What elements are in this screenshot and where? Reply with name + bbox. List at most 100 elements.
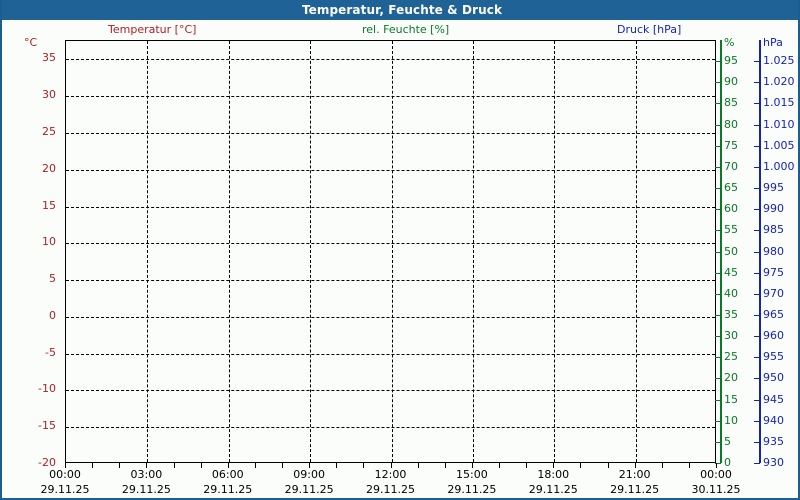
time-axis-date-label: 29.11.25 bbox=[203, 483, 253, 496]
time-axis-tick bbox=[336, 463, 338, 468]
humidity-axis-tick bbox=[715, 209, 721, 211]
time-axis-tick bbox=[661, 463, 663, 468]
time-axis-time-label: 12:00 bbox=[374, 468, 407, 481]
pressure-axis-tick-label: 970 bbox=[763, 286, 784, 300]
pressure-axis-line bbox=[759, 40, 761, 463]
gridline-vertical bbox=[147, 41, 149, 462]
gridline-vertical bbox=[554, 41, 556, 462]
time-axis-tick bbox=[390, 463, 392, 468]
humidity-axis-tick-label: 95 bbox=[724, 54, 738, 68]
pressure-axis-tick bbox=[754, 314, 760, 316]
time-axis-time-label: 00:00 bbox=[49, 468, 81, 481]
humidity-axis-tick bbox=[715, 103, 721, 105]
time-axis-tick bbox=[580, 463, 582, 468]
humidity-axis-tick bbox=[715, 420, 721, 422]
time-axis-tick bbox=[499, 463, 500, 468]
gridline-vertical bbox=[310, 41, 312, 462]
gridline-horizontal bbox=[66, 390, 715, 392]
pressure-axis-tick bbox=[754, 441, 760, 443]
time-axis-time-label: 21:00 bbox=[618, 468, 651, 481]
humidity-axis-tick-label: 40 bbox=[724, 286, 738, 300]
humidity-axis-tick bbox=[715, 357, 721, 359]
legend-item-temperature: Temperatur [°C] bbox=[108, 23, 197, 36]
time-axis-tick bbox=[254, 463, 256, 468]
pressure-axis-tick-label: 1.010 bbox=[763, 117, 795, 131]
time-axis-time-label: 03:00 bbox=[130, 468, 163, 481]
pressure-axis-tick bbox=[754, 463, 760, 464]
pressure-axis-tick-label: 1.020 bbox=[763, 75, 795, 89]
humidity-axis-tick bbox=[715, 230, 721, 232]
time-axis-tick bbox=[471, 463, 473, 468]
gridline-horizontal bbox=[66, 243, 715, 245]
pressure-axis-tick-label: 1.000 bbox=[763, 159, 795, 173]
humidity-axis-tick-label: 20 bbox=[724, 371, 738, 385]
time-axis-tick bbox=[716, 463, 717, 468]
humidity-axis-tick bbox=[715, 441, 721, 443]
humidity-axis-tick-label: 85 bbox=[724, 96, 738, 110]
humidity-axis-tick-label: 55 bbox=[724, 223, 738, 237]
time-axis-tick bbox=[227, 463, 229, 468]
time-axis-time-label: 09:00 bbox=[293, 468, 325, 481]
time-axis-tick bbox=[309, 463, 311, 468]
time-axis-tick bbox=[119, 463, 121, 468]
temperature-axis-tick-label: 10 bbox=[42, 235, 56, 249]
time-axis-date-label: 29.11.25 bbox=[121, 483, 171, 496]
pressure-axis-tick-label: 960 bbox=[763, 329, 784, 343]
window-title-bar: Temperatur, Feuchte & Druck bbox=[2, 0, 798, 20]
time-axis-time-label: 06:00 bbox=[211, 468, 244, 481]
humidity-axis-tick-label: 15 bbox=[724, 392, 738, 406]
gridline-vertical bbox=[635, 41, 637, 462]
time-axis-date-label: 29.11.25 bbox=[284, 483, 334, 496]
pressure-axis-tick bbox=[754, 145, 760, 147]
time-axis-date-label: 30.11.25 bbox=[691, 483, 741, 496]
time-axis-tick bbox=[553, 463, 555, 468]
gridline-vertical bbox=[472, 41, 474, 462]
temperature-axis-tick-label: -15 bbox=[38, 419, 56, 433]
humidity-axis-tick bbox=[715, 293, 721, 295]
humidity-axis-tick bbox=[715, 399, 721, 401]
pressure-axis-tick-label: 975 bbox=[763, 265, 784, 279]
time-axis-tick bbox=[634, 463, 636, 468]
humidity-axis-tick bbox=[715, 82, 721, 84]
pressure-axis-tick-label: 930 bbox=[763, 456, 784, 469]
pressure-axis-tick-label: 995 bbox=[763, 181, 784, 195]
humidity-axis-tick-label: 70 bbox=[724, 159, 738, 173]
pressure-axis-tick-label: 980 bbox=[763, 244, 784, 258]
humidity-axis-tick-label: 75 bbox=[724, 138, 738, 152]
pressure-axis-tick bbox=[754, 399, 760, 401]
plot-area[interactable] bbox=[65, 40, 716, 463]
time-axis-tick bbox=[200, 463, 202, 468]
humidity-axis-tick bbox=[715, 251, 721, 253]
pressure-axis-tick bbox=[754, 420, 760, 422]
gridline-horizontal bbox=[66, 132, 715, 134]
humidity-axis-tick-label: 10 bbox=[724, 413, 738, 427]
gridline-horizontal bbox=[66, 353, 715, 355]
pressure-axis-unit: hPa bbox=[763, 36, 783, 49]
humidity-axis-tick bbox=[715, 378, 721, 380]
humidity-axis-unit: % bbox=[724, 36, 735, 49]
pressure-axis-tick bbox=[754, 272, 760, 274]
temperature-axis-tick-label: -10 bbox=[38, 382, 56, 396]
pressure-axis-tick bbox=[754, 209, 760, 211]
pressure-axis-tick bbox=[754, 230, 760, 232]
gridline-horizontal bbox=[66, 96, 715, 98]
pressure-axis-tick bbox=[754, 61, 760, 63]
humidity-axis-tick-label: 60 bbox=[724, 202, 738, 216]
time-axis-tick bbox=[363, 463, 365, 468]
humidity-axis-tick-label: 90 bbox=[724, 75, 738, 89]
pressure-axis-tick-label: 990 bbox=[763, 202, 784, 216]
time-axis-tick bbox=[173, 463, 175, 468]
gridline-horizontal bbox=[66, 427, 715, 429]
time-axis-date-label: 29.11.25 bbox=[366, 483, 415, 496]
gridline-horizontal bbox=[66, 169, 715, 171]
time-axis-date-label: 29.11.25 bbox=[40, 483, 90, 496]
pressure-axis-tick-label: 1.015 bbox=[763, 96, 795, 110]
temperature-axis-tick-label: 15 bbox=[42, 198, 56, 212]
pressure-axis-tick-label: 955 bbox=[763, 350, 784, 364]
humidity-axis-tick bbox=[715, 166, 721, 168]
pressure-axis-tick-label: 935 bbox=[763, 434, 784, 448]
humidity-axis-tick-label: 65 bbox=[724, 181, 738, 195]
humidity-axis-tick bbox=[715, 61, 721, 63]
pressure-axis-tick bbox=[754, 293, 760, 295]
